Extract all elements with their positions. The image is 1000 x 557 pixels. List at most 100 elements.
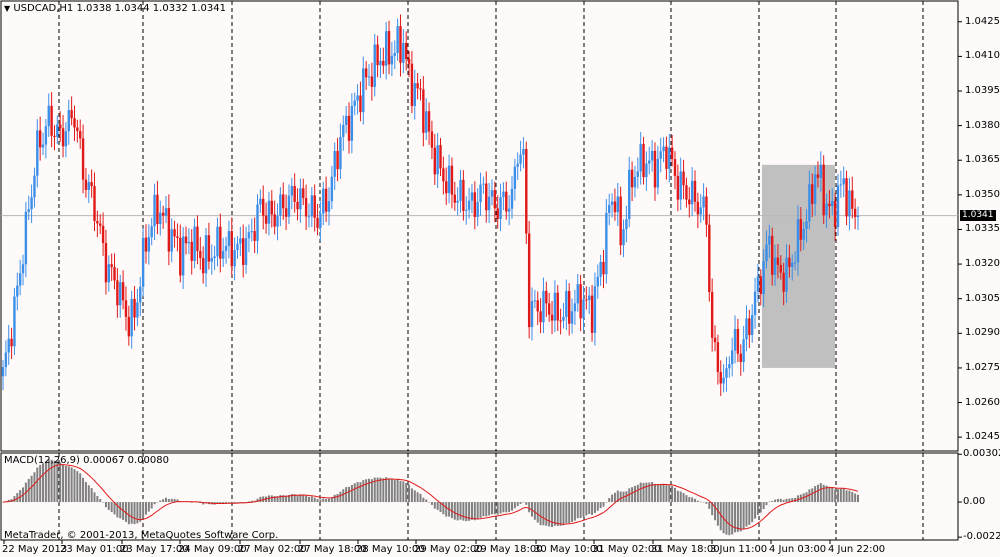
macd-histogram-bar: [44, 461, 47, 503]
chart-dropdown-icon[interactable]: ▼: [4, 4, 11, 13]
macd-histogram-bar: [353, 483, 356, 503]
candle-body: [542, 290, 545, 323]
candle-body: [596, 276, 599, 287]
macd-histogram-bar: [279, 495, 282, 503]
macd-histogram-bar: [53, 460, 56, 503]
candle-body: [656, 158, 660, 188]
candle-body: [745, 318, 748, 340]
candle-body: [390, 55, 394, 65]
candle-body: [290, 186, 294, 196]
candle-body: [851, 190, 854, 209]
candle-body: [136, 302, 139, 318]
candle-body: [793, 262, 797, 264]
macd-histogram-bar: [605, 501, 608, 503]
candle-body: [679, 171, 682, 200]
candle-body: [788, 257, 791, 268]
macd-histogram-bar: [390, 479, 393, 503]
candle-body: [219, 226, 222, 259]
macd-histogram-bar: [333, 494, 336, 503]
chart-symbol-ohlc: USDCAD,H1 1.0338 1.0344 1.0332 1.0341: [13, 3, 226, 14]
macd-histogram-bar: [164, 497, 167, 503]
candle-body: [748, 318, 751, 335]
candle-body: [465, 209, 468, 211]
candle-body: [733, 329, 737, 351]
candle-body: [153, 194, 156, 227]
macd-histogram-bar: [290, 494, 293, 503]
macd-histogram-bar: [671, 486, 674, 503]
candle-body: [590, 295, 594, 333]
candle-body: [582, 299, 585, 319]
candle-body: [822, 164, 825, 216]
current-price-tag: 1.0341: [960, 209, 996, 221]
candle-body: [307, 216, 311, 218]
candle-body: [425, 111, 428, 133]
candle-body: [513, 166, 517, 189]
macd-histogram-bar: [436, 502, 439, 510]
macd-histogram-bar: [774, 499, 777, 503]
candle-body: [93, 186, 96, 221]
macd-histogram-bar: [302, 494, 305, 503]
time-tick-label: 4 Jun 22:00: [828, 544, 886, 555]
macd-histogram-bar: [150, 502, 153, 509]
macd-histogram-bar: [510, 502, 513, 511]
candle-body: [181, 236, 185, 276]
macd-histogram-bar: [508, 502, 511, 513]
macd-histogram-bar: [233, 502, 236, 504]
candle-body: [690, 180, 694, 205]
macd-histogram-bar: [728, 502, 731, 536]
candle-body: [705, 196, 708, 225]
macd-histogram-bar: [256, 498, 259, 503]
candle-body: [313, 195, 316, 218]
candle-body: [273, 214, 276, 227]
candle-body: [350, 105, 354, 141]
candle-body: [516, 163, 519, 167]
candle-body: [653, 150, 657, 188]
candle-body: [299, 188, 302, 210]
macd-histogram-bar: [611, 494, 614, 503]
macd-histogram-bar: [702, 502, 705, 503]
macd-histogram-bar: [282, 495, 285, 503]
candle-body: [702, 196, 705, 208]
macd-histogram-bar: [562, 502, 565, 526]
candle-body: [439, 145, 442, 169]
macd-histogram-bar: [144, 502, 147, 515]
candle-body: [433, 147, 436, 175]
candle-body: [502, 191, 505, 198]
candle-body: [336, 151, 339, 170]
macd-histogram-bar: [576, 502, 579, 519]
candle-body: [119, 282, 122, 306]
candle-body: [476, 202, 479, 217]
candle-body: [776, 257, 780, 265]
candle-body: [87, 182, 90, 190]
candle-body: [47, 105, 50, 127]
macd-histogram-bar: [642, 482, 645, 503]
candle-body: [682, 171, 685, 186]
macd-histogram-bar: [819, 483, 822, 503]
macd-histogram-bar: [694, 498, 697, 503]
macd-histogram-bar: [748, 502, 751, 525]
macd-histogram-bar: [73, 469, 76, 503]
macd-histogram-bar: [245, 502, 248, 503]
macd-histogram-bar: [756, 502, 759, 515]
candle-body: [499, 197, 502, 219]
macd-histogram-bar: [388, 478, 391, 503]
candle-body: [450, 165, 454, 195]
candle-body: [685, 185, 688, 200]
candle-body: [167, 208, 171, 252]
candle-body: [813, 174, 817, 204]
macd-histogram-bar: [539, 502, 542, 526]
candle-body: [579, 284, 582, 319]
macd-histogram-bar: [408, 484, 411, 503]
macd-histogram-bar: [253, 500, 256, 503]
macd-histogram-bar: [142, 502, 145, 518]
candle-body: [101, 225, 105, 243]
candle-body: [442, 168, 445, 182]
macd-tick-label: 0.00302: [963, 448, 1000, 460]
macd-histogram-bar: [842, 488, 845, 503]
candle-body: [427, 111, 431, 132]
candle-body: [13, 296, 16, 347]
macd-pane-frame: [0, 452, 959, 541]
